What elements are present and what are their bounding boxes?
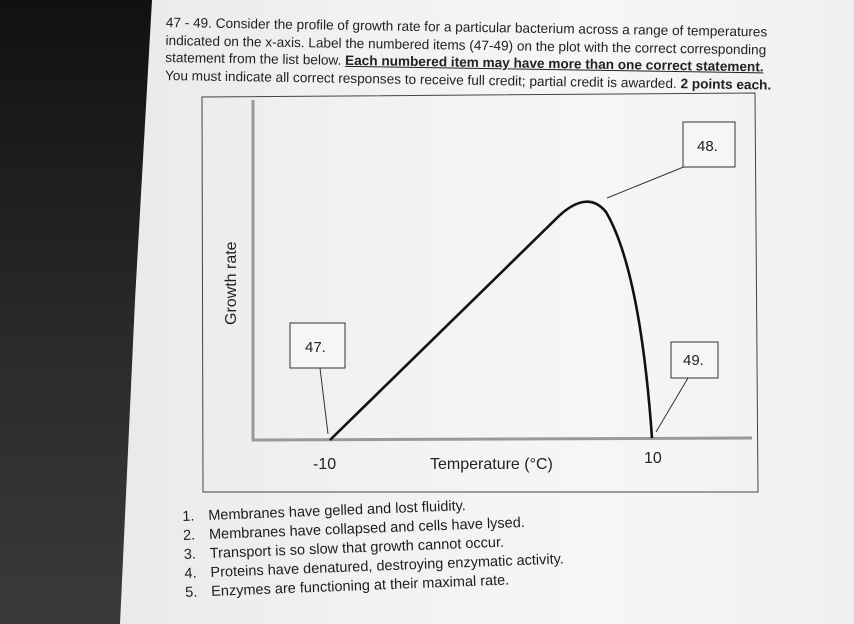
leader-line-48 (606, 165, 687, 199)
label-47: 47. (305, 339, 326, 356)
x-tick-min: -10 (313, 456, 336, 473)
label-48: 48. (697, 138, 718, 155)
x-axis (251, 436, 753, 442)
label-box-48 (682, 121, 736, 168)
y-axis-label: Growth rate (223, 241, 240, 325)
figure-frame (201, 92, 759, 493)
x-axis-label: Temperature (°C) (430, 456, 553, 473)
leader-line-49 (655, 377, 689, 433)
growth-curve (329, 200, 654, 441)
x-tick-max: 10 (644, 450, 662, 467)
label-49: 49. (683, 352, 704, 369)
label-box-47 (289, 322, 346, 369)
statement-list: 1. Membranes have gelled and lost fluidit… (182, 493, 565, 603)
leader-line-47 (319, 367, 329, 435)
label-box-49 (670, 341, 719, 379)
